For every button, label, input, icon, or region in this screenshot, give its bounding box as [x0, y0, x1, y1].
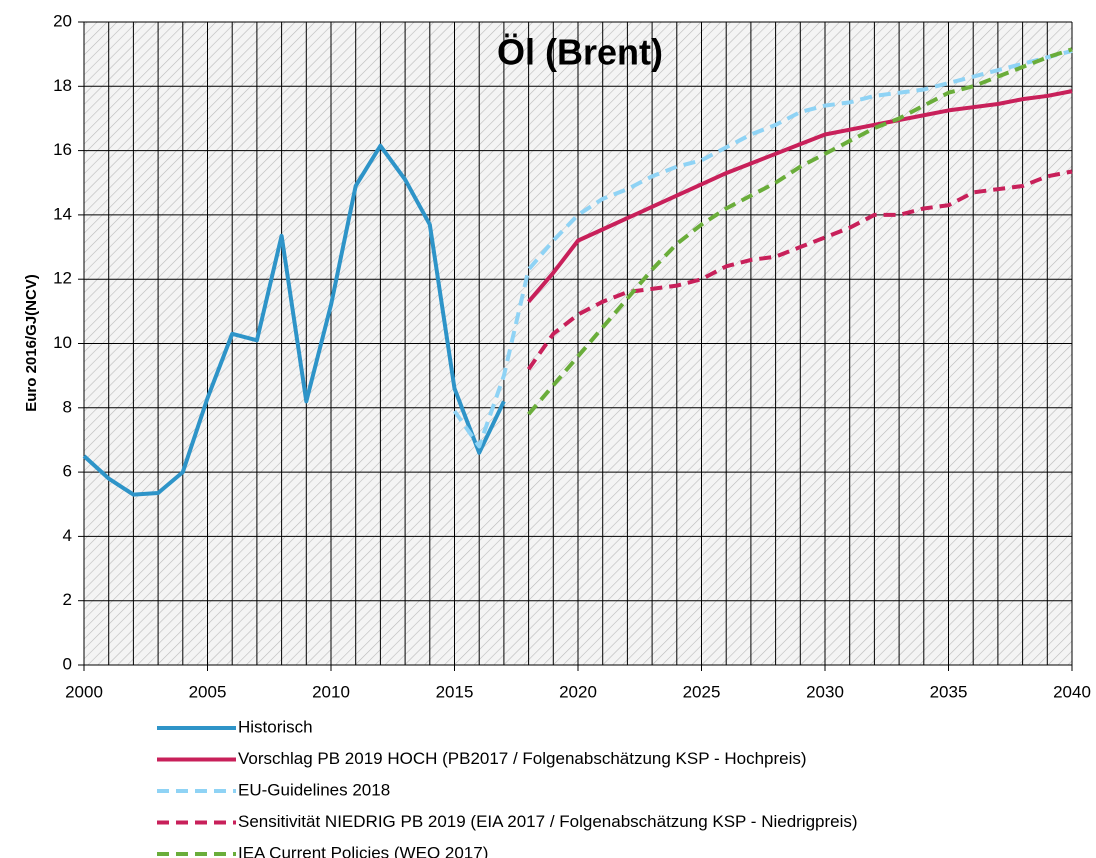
chart-title: Öl (Brent)	[497, 32, 663, 73]
legend-label: IEA Current Policies (WEO 2017)	[238, 843, 488, 858]
y-axis-label: Euro 2016/GJ(NCV)	[23, 274, 40, 412]
series-line	[527, 89, 1073, 304]
y-tick-label: 10	[53, 333, 72, 352]
y-tick-label: 18	[53, 76, 72, 95]
x-tick-label: 2005	[189, 682, 227, 701]
x-tick-label: 2010	[312, 682, 350, 701]
x-tick-label: 2035	[930, 682, 968, 701]
x-tick-label: 2025	[683, 682, 721, 701]
legend-label: Sensitivität NIEDRIG PB 2019 (EIA 2017 /…	[238, 812, 858, 831]
y-tick-label: 20	[53, 11, 72, 30]
series-line	[526, 169, 1073, 371]
y-tick-label: 6	[63, 462, 72, 481]
legend-label: Vorschlag PB 2019 HOCH (PB2017 / Folgena…	[238, 749, 807, 768]
x-tick-label: 2040	[1053, 682, 1091, 701]
x-tick-label: 2030	[806, 682, 844, 701]
x-tick-label: 2015	[436, 682, 474, 701]
y-tick-label: 8	[63, 397, 72, 416]
y-tick-label: 12	[53, 269, 72, 288]
y-tick-label: 0	[63, 654, 72, 673]
x-tick-label: 2000	[65, 682, 103, 701]
y-tick-label: 2	[63, 590, 72, 609]
legend-label: Historisch	[238, 717, 313, 736]
y-tick-label: 4	[63, 526, 72, 545]
series-line	[82, 143, 506, 497]
y-tick-label: 14	[53, 204, 72, 223]
series-line	[527, 47, 1073, 416]
y-tick-label: 16	[53, 140, 72, 159]
x-tick-label: 2020	[559, 682, 597, 701]
legend-label: EU-Guidelines 2018	[238, 780, 390, 799]
series-line	[452, 48, 1073, 449]
